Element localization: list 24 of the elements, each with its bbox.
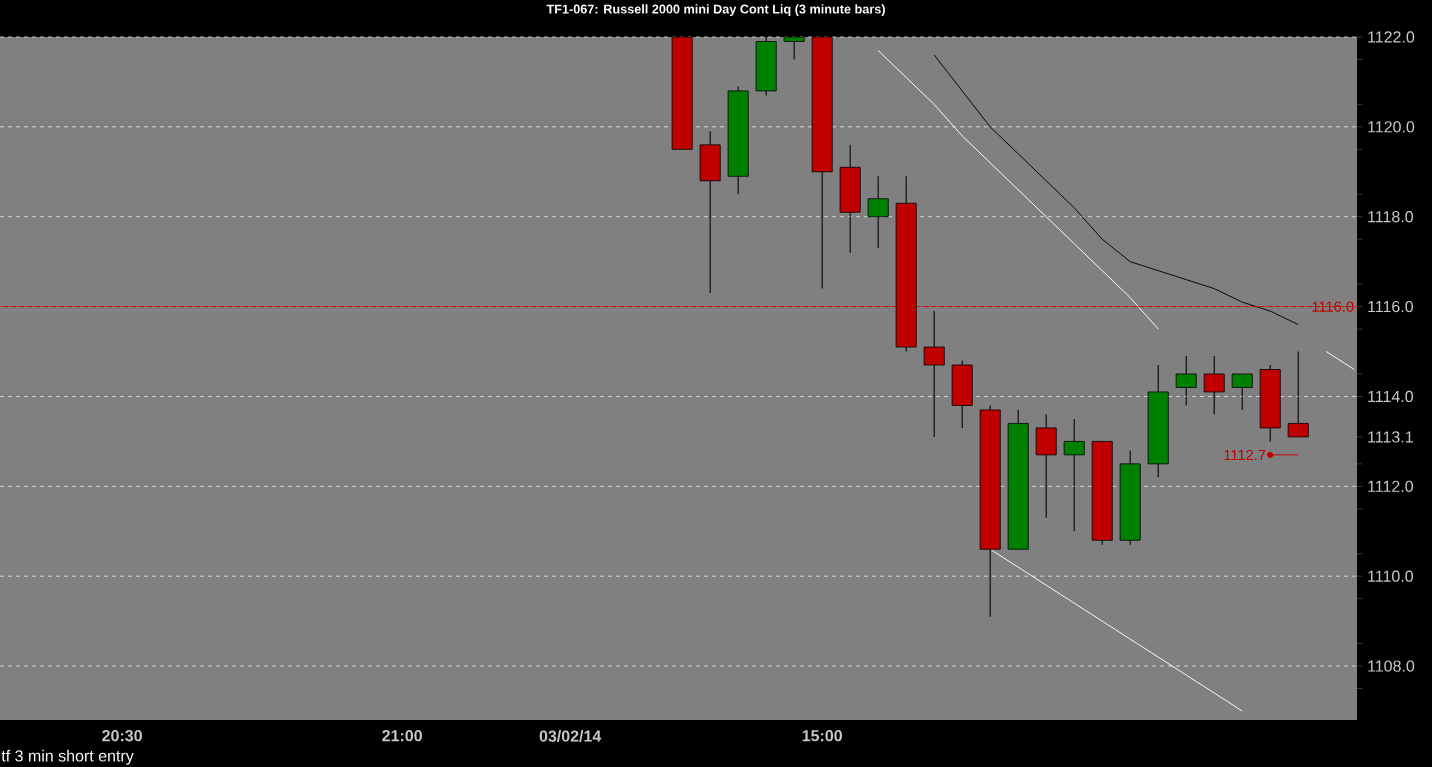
y-tick-label: 1122.0 xyxy=(1368,31,1415,43)
candlestick xyxy=(1063,418,1085,532)
y-tick-label: 1112.0 xyxy=(1368,480,1414,492)
text: tf 3 min short entry xyxy=(1,749,134,765)
y-tick-label: 1116.0 xyxy=(1368,300,1414,313)
candlestick xyxy=(783,36,805,60)
candlestick xyxy=(1175,355,1197,406)
chart-title: TF1-067: Russell 2000 mini Day Cont Liq (3 minute bars) xyxy=(546,4,885,17)
y-tick-label: 1110.0 xyxy=(1368,570,1414,582)
y-tick-label: 1113.1 xyxy=(1368,431,1413,443)
x-tick-label: 20:30 xyxy=(102,730,142,742)
candlestick xyxy=(1287,350,1309,438)
x-tick-label: 15:00 xyxy=(802,730,842,742)
series-label: 1112.7 xyxy=(1224,449,1266,460)
y-tick-label: 1114.0 xyxy=(1368,390,1414,403)
x-tick-label: 03/02/14 xyxy=(539,730,602,742)
y-tick-label: 1120.0 xyxy=(1368,121,1415,133)
x-tick-label: 21:00 xyxy=(382,730,422,742)
candlestick xyxy=(1231,373,1253,411)
y-tick-label: 1118.0 xyxy=(1368,211,1414,223)
y-tick-label: 1108.0 xyxy=(1368,660,1415,672)
candlestick xyxy=(1203,355,1225,415)
candlestick xyxy=(867,175,889,249)
candlestick xyxy=(923,310,945,438)
